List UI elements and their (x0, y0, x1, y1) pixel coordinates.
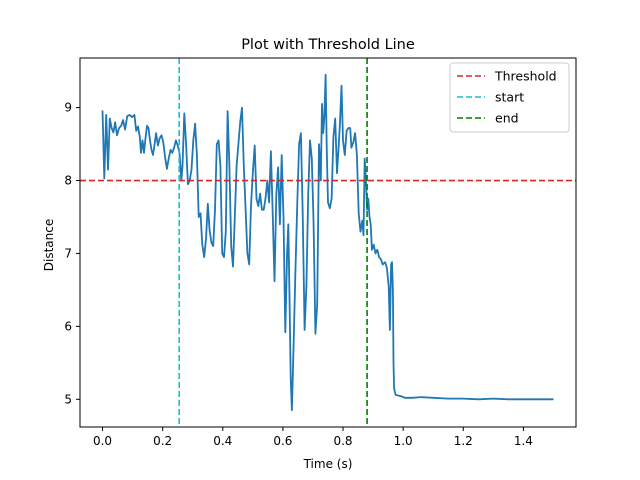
x-axis-label: Time (s) (303, 457, 353, 471)
legend-box (449, 62, 570, 133)
x-tick-label: 1.4 (514, 434, 533, 448)
y-tick-label: 8 (64, 174, 72, 188)
plot-area: 0.0 0.2 0.4 0.6 0.8 1.0 1.2 1.4 5 6 7 8 9 Threshold st… (64, 57, 577, 448)
x-tick-label: 1.2 (454, 434, 473, 448)
chart-title: Plot with Threshold Line (241, 37, 415, 53)
axes-frame (79, 57, 577, 428)
x-tick-label: 0.2 (153, 434, 172, 448)
legend-label-end: end (495, 111, 519, 126)
y-tick-label: 7 (64, 246, 72, 260)
legend-label-threshold: Threshold (494, 69, 557, 84)
legend-label-start: start (495, 90, 524, 105)
x-tick-label: 1.0 (394, 434, 413, 448)
x-tick-label: 0.8 (333, 434, 352, 448)
y-tick-label: 6 (64, 319, 72, 333)
x-tick-label: 0.4 (213, 434, 232, 448)
x-tick-label: 0.6 (273, 434, 292, 448)
x-tick-label: 0.0 (93, 434, 112, 448)
y-tick-label: 9 (64, 101, 72, 115)
series-line-0 (101, 73, 554, 412)
y-tick-label: 5 (64, 392, 72, 406)
y-axis-label: Distance (42, 219, 56, 271)
